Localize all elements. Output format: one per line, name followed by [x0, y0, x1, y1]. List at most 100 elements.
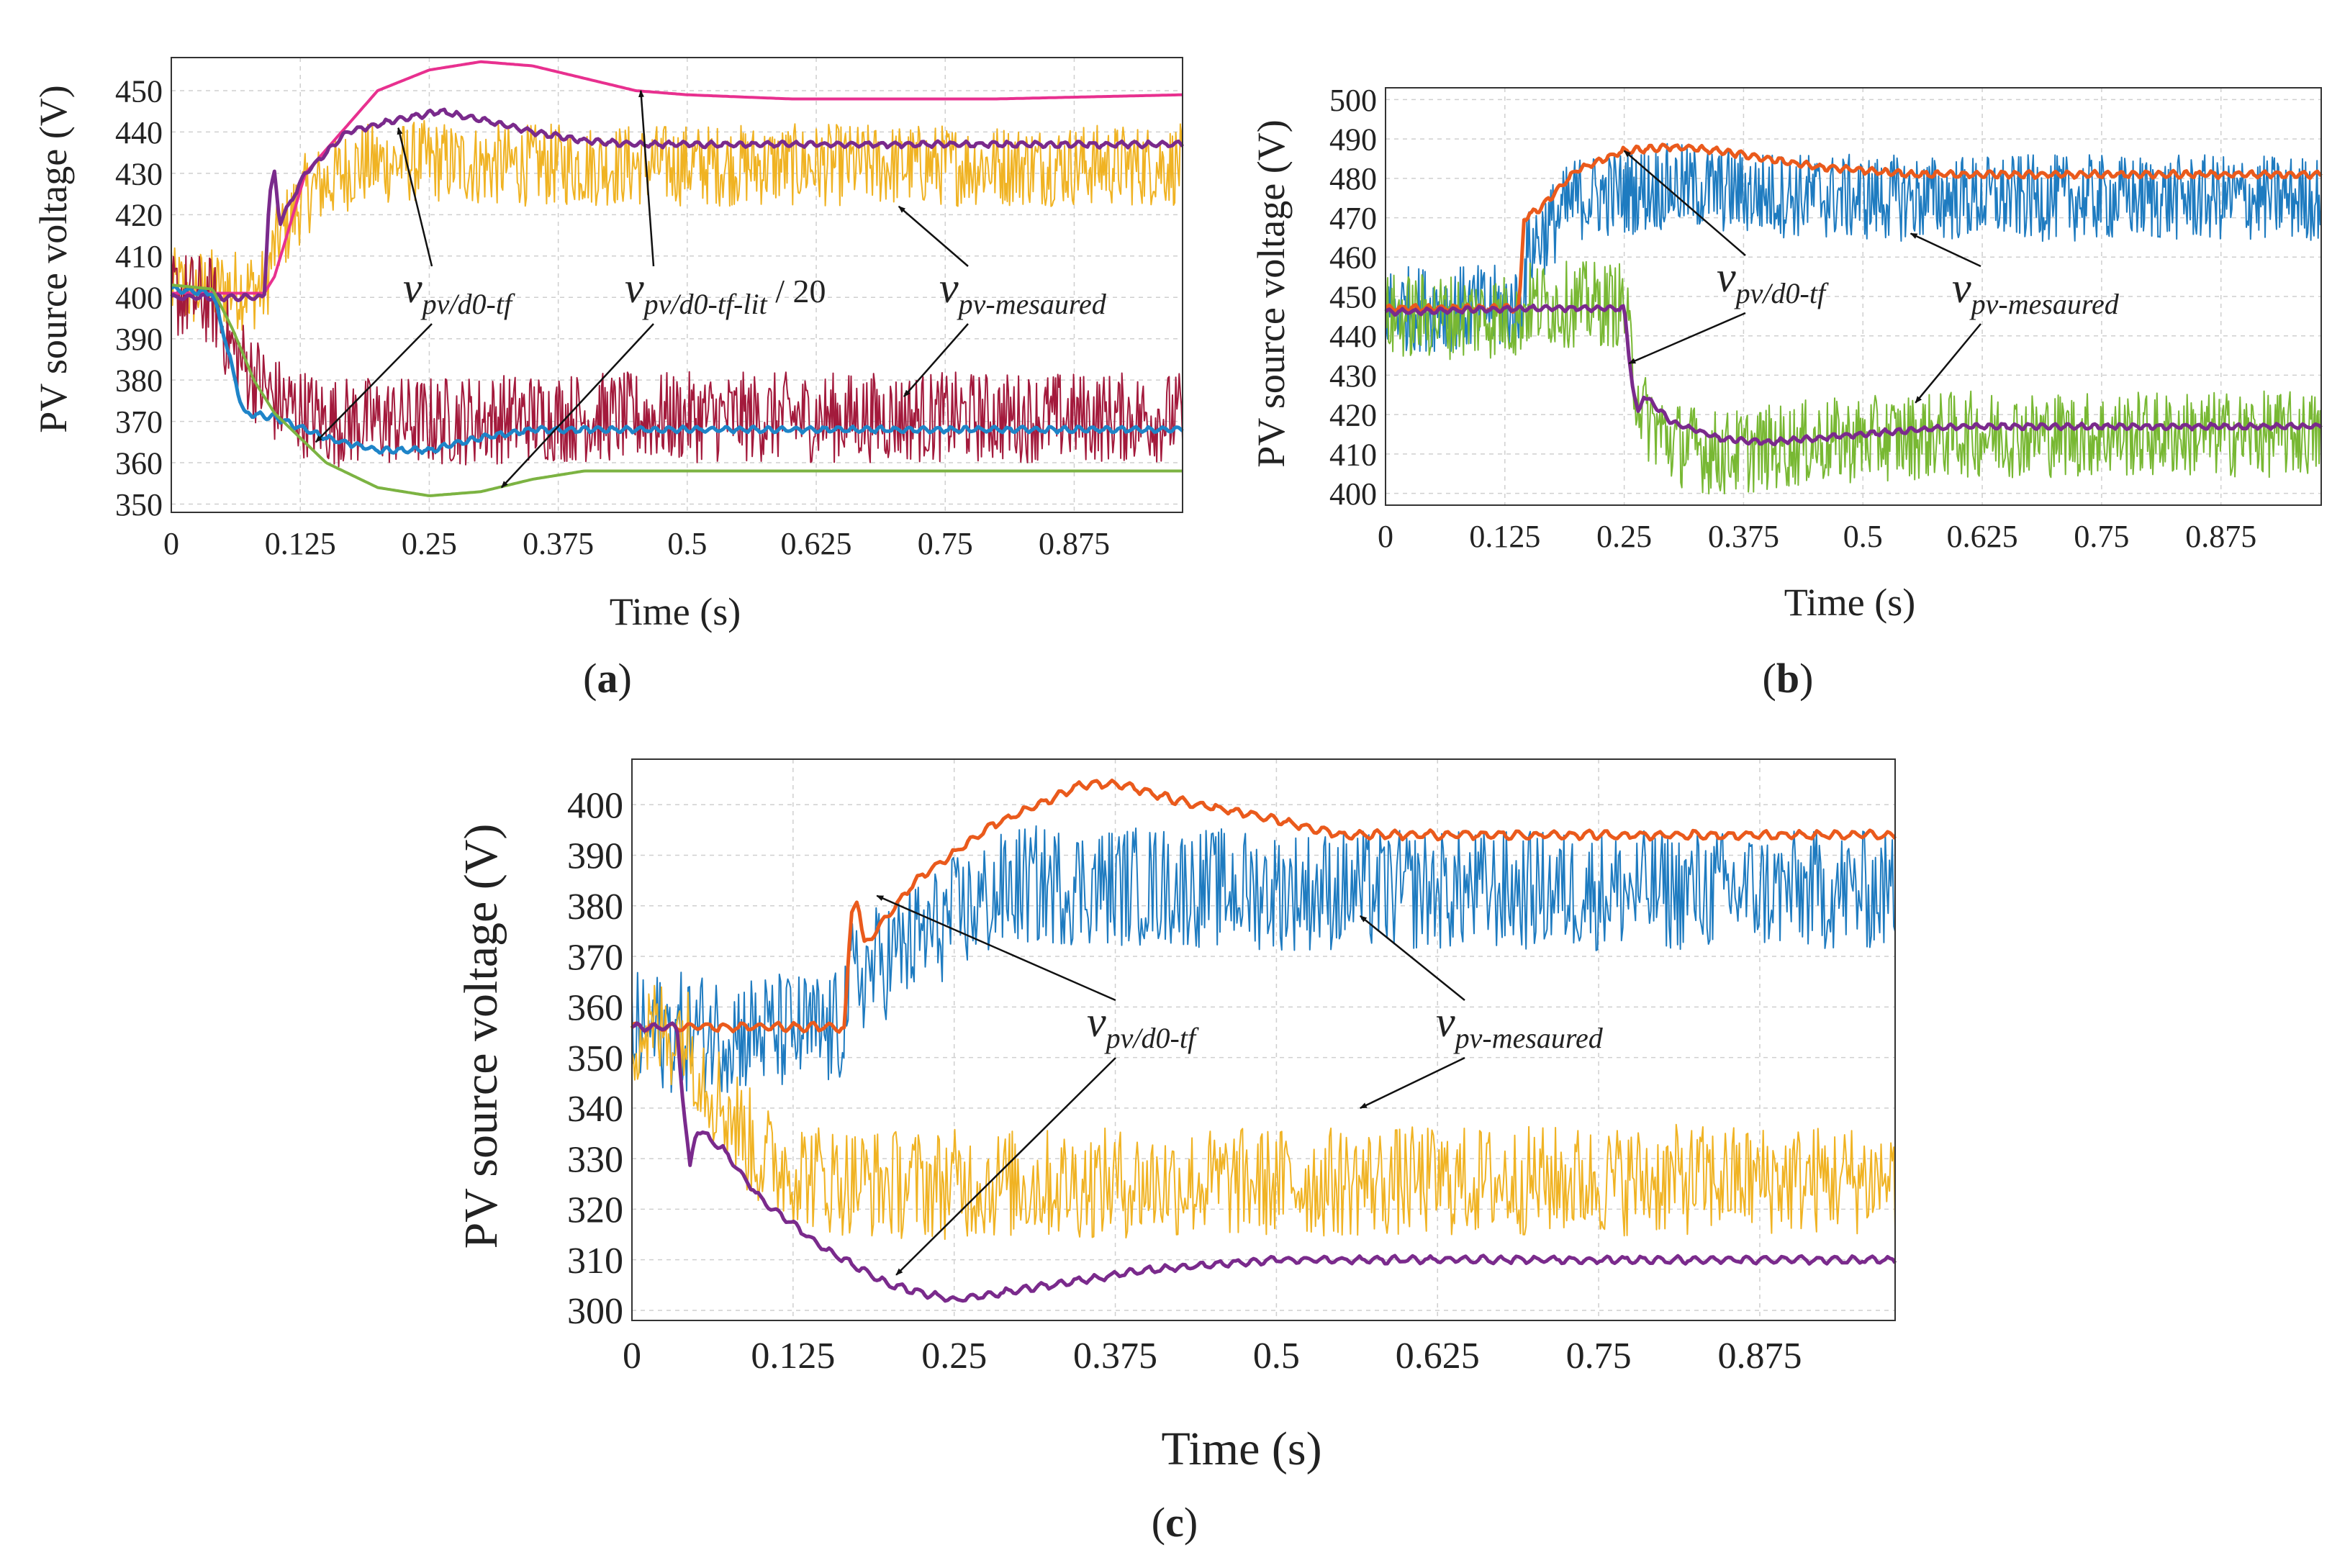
series-annotation-label: vpv-mesaured — [939, 264, 1107, 320]
y-tick-label: 470 — [1329, 201, 1377, 236]
annotation-arrow — [876, 894, 1116, 1002]
caption-letter-b: b — [1776, 655, 1799, 702]
y-tick-label: 490 — [1329, 122, 1377, 158]
x-tick-label: 0 — [623, 1336, 641, 1377]
y-tick-label: 450 — [1329, 279, 1377, 314]
y-tick-label: 420 — [115, 198, 163, 233]
x-tick-label: 0.25 — [921, 1336, 987, 1377]
x-tick-label: 0.875 — [1039, 526, 1110, 561]
y-tick-label: 370 — [567, 937, 623, 978]
y-tick-label: 500 — [1329, 83, 1377, 118]
y-tick-labels-a: 350 360 370 380 390 400 410 420 430 440 450 — [115, 73, 163, 522]
series-line — [171, 60, 1183, 295]
series-line — [631, 984, 1896, 1241]
chart-panel-c: 0 0.125 0.25 0.375 0.5 0.625 0.75 0.875 3003103… — [455, 758, 1897, 1546]
y-tick-label: 330 — [567, 1139, 623, 1180]
x-tick-label: 0 — [163, 526, 179, 561]
panel-caption-a: (a) — [583, 655, 632, 702]
x-tick-label: 0.375 — [1073, 1336, 1157, 1377]
y-tick-label: 400 — [115, 281, 163, 316]
series-layer-b — [1384, 142, 2323, 495]
y-tick-label: 460 — [1329, 240, 1377, 276]
x-tick-labels-a: 0 0.125 0.25 0.375 0.5 0.625 0.75 0.875 — [163, 526, 1110, 561]
series-line — [171, 284, 1183, 497]
y-tick-label: 390 — [567, 836, 623, 877]
annotation-symbol: v — [1087, 998, 1106, 1046]
caption-open-paren-a: ( — [583, 655, 597, 702]
y-tick-label: 370 — [115, 404, 163, 440]
annotation-arrow — [638, 89, 655, 267]
x-tick-label: 0.75 — [1566, 1336, 1632, 1377]
x-tick-label: 0.5 — [1843, 519, 1883, 554]
series-annotation-label: vpv/d0-tf — [1087, 998, 1199, 1054]
x-tick-label: 0.625 — [1396, 1336, 1480, 1377]
y-tick-label: 340 — [567, 1089, 623, 1130]
annotation-subscript: pv/d0-tf — [1734, 277, 1829, 309]
x-axis-title-c: Time (s) — [1161, 1423, 1321, 1475]
y-tick-label: 430 — [115, 156, 163, 191]
series-line — [170, 284, 1184, 456]
annotation-arrow — [500, 323, 654, 489]
caption-close-paren-a: ) — [618, 655, 632, 702]
y-tick-label: 400 — [1329, 476, 1377, 512]
annotation-arrow — [903, 323, 969, 397]
x-tick-label: 0.5 — [1253, 1336, 1300, 1377]
y-tick-label: 350 — [115, 487, 163, 522]
x-tick-label: 0 — [1378, 519, 1393, 554]
annotation-arrow — [1359, 1056, 1465, 1109]
annotation-subscript: pv/d0-tf-lit — [642, 288, 768, 320]
y-tick-label: 440 — [1329, 319, 1377, 354]
series-annotation-label: vpv-mesaured — [1436, 998, 1604, 1054]
x-tick-label: 0.625 — [1947, 519, 2018, 554]
series-annotation-label: vpv/d0-tf — [1717, 253, 1829, 309]
caption-letter-a: a — [597, 655, 618, 702]
series-layer-c — [630, 779, 1897, 1303]
plot-frame-a — [171, 57, 1183, 513]
y-tick-label: 390 — [115, 322, 163, 357]
annotation-arrow — [1360, 915, 1465, 1001]
caption-open-paren-b: ( — [1763, 655, 1776, 702]
caption-close-paren-c: ) — [1184, 1499, 1198, 1546]
x-tick-label: 0.5 — [667, 526, 707, 561]
y-tick-label: 320 — [567, 1190, 623, 1231]
series-line — [1385, 260, 2322, 495]
x-tick-label: 0.25 — [402, 526, 457, 561]
chart-panel-b: 0 0.125 0.25 0.375 0.5 0.625 0.75 0.875 4004104… — [1249, 83, 2323, 702]
y-tick-label: 430 — [1329, 358, 1377, 394]
x-axis-title-b: Time (s) — [1784, 581, 1916, 624]
panel-caption-c: (c) — [1152, 1499, 1198, 1546]
annotation-arrow — [315, 323, 433, 443]
y-tick-label: 410 — [115, 239, 163, 274]
series-annotation-label: vpv/d0-tf-lit / 20 — [625, 264, 826, 320]
series-line — [1384, 142, 2323, 314]
y-tick-label: 360 — [567, 988, 623, 1029]
x-tick-label: 0.75 — [918, 526, 973, 561]
annotations-c: vpv/d0-tf vpv-mesaured — [876, 894, 1604, 1276]
y-tick-label: 380 — [115, 363, 163, 399]
annotation-arrow — [397, 127, 433, 267]
y-tick-label: 440 — [115, 115, 163, 150]
panel-caption-b: (b) — [1763, 655, 1814, 702]
y-tick-label: 360 — [115, 445, 163, 481]
annotation-arrow — [1910, 232, 1981, 268]
y-axis-title-c: PV source voltage (V) — [455, 824, 507, 1249]
caption-letter-c: c — [1165, 1499, 1184, 1546]
x-tick-label: 0.375 — [1708, 519, 1779, 554]
series-line — [1385, 142, 2322, 353]
x-tick-labels-b: 0 0.125 0.25 0.375 0.5 0.625 0.75 0.875 — [1378, 519, 2256, 554]
annotation-suffix: / 20 — [767, 273, 826, 309]
series-layer-a — [170, 60, 1185, 497]
series-annotation-label: vpv/d0-tf — [403, 264, 515, 320]
series-annotation-label: vpv-mesaured — [1952, 264, 2120, 320]
chart-panel-a: 0 0.125 0.25 0.375 0.5 0.625 0.75 0.875 3503603… — [32, 57, 1185, 702]
series-line — [1384, 303, 2323, 447]
annotation-symbol: v — [1717, 253, 1736, 301]
annotation-symbol: v — [403, 264, 422, 312]
series-line — [631, 1021, 1897, 1303]
annotation-symbol: v — [1952, 264, 1971, 312]
x-tick-label: 0.25 — [1596, 519, 1652, 554]
annotation-symbol: v — [939, 264, 959, 312]
x-tick-label: 0.875 — [2185, 519, 2256, 554]
x-tick-label: 0.875 — [1717, 1336, 1802, 1377]
y-tick-label: 350 — [567, 1038, 623, 1079]
